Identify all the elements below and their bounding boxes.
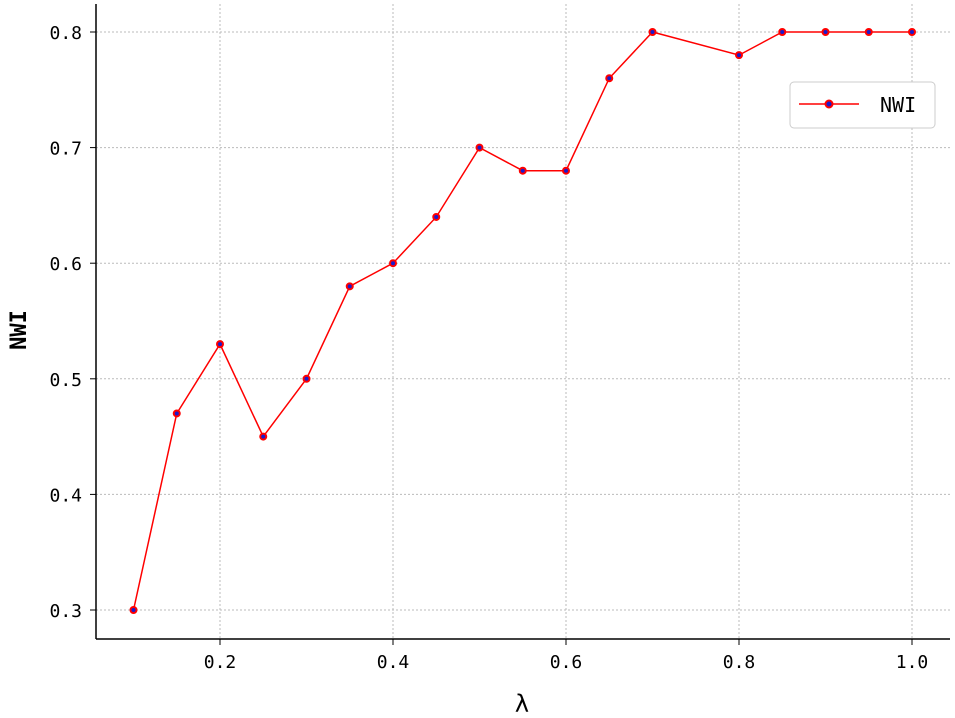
data-point — [864, 28, 873, 36]
data-point — [778, 28, 787, 36]
y-axis-label: NWI — [7, 310, 32, 350]
legend-marker — [824, 99, 834, 109]
x-tick-label: 0.8 — [723, 652, 756, 673]
x-axis-label: λ — [515, 690, 529, 714]
series — [129, 28, 916, 614]
data-point — [821, 28, 830, 36]
y-tick-label: 0.5 — [49, 370, 82, 391]
data-point — [345, 282, 354, 291]
ticks: 0.2 0.4 0.6 0.8 1.0 0.3 0.4 0.5 0.6 0.7 0.8 — [49, 23, 928, 673]
data-point — [735, 51, 743, 60]
y-tick-label: 0.7 — [49, 139, 82, 160]
y-tick-label: 0.4 — [49, 485, 82, 506]
legend-label: NWI — [880, 93, 916, 117]
data-point — [432, 212, 441, 221]
x-tick-label: 1.0 — [896, 652, 929, 673]
data-point — [605, 74, 614, 83]
series-line — [132, 31, 912, 611]
x-tick-label: 0.6 — [550, 652, 583, 673]
y-tick-label: 0.3 — [49, 601, 82, 622]
data-point — [129, 606, 138, 614]
data-point — [518, 166, 527, 175]
y-tick-label: 0.6 — [49, 254, 82, 275]
x-tick-label: 0.2 — [204, 652, 237, 673]
data-point — [216, 340, 224, 349]
data-point — [908, 28, 916, 36]
data-point — [648, 28, 657, 36]
legend: NWI — [789, 81, 936, 129]
y-tick-label: 0.8 — [49, 23, 82, 44]
data-point — [562, 166, 570, 175]
data-point — [259, 432, 268, 441]
x-tick-label: 0.4 — [377, 652, 410, 673]
data-point — [302, 374, 311, 383]
data-point — [475, 143, 484, 152]
data-point — [172, 409, 181, 418]
data-point — [389, 259, 397, 268]
legend-box — [789, 81, 936, 129]
